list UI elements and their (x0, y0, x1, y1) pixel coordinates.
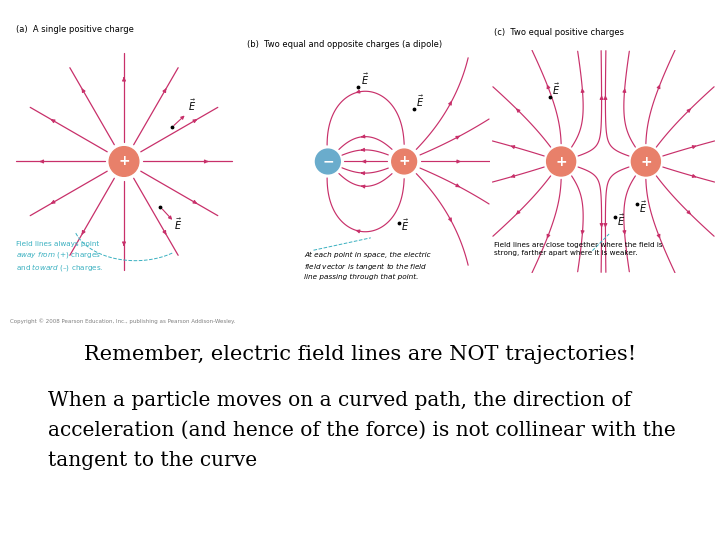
Text: (b)  Two equal and opposite charges (a dipole): (b) Two equal and opposite charges (a di… (247, 40, 442, 49)
Text: (c)  Two equal positive charges: (c) Two equal positive charges (494, 28, 624, 37)
Text: +: + (398, 154, 410, 168)
Text: (a)  A single positive charge: (a) A single positive charge (16, 25, 134, 34)
Text: +: + (640, 154, 652, 168)
Text: +: + (118, 154, 130, 168)
Text: $\vec{E}$: $\vec{E}$ (639, 199, 647, 215)
Text: At each point in space, the electric
field vector is $tangent$ to the field
line: At each point in space, the electric fie… (304, 252, 431, 280)
Text: Field lines are close together where the field is
strong, farther apart where it: Field lines are close together where the… (494, 242, 663, 255)
Circle shape (109, 147, 139, 177)
Text: $\vec{E}$: $\vec{E}$ (188, 98, 196, 113)
Circle shape (315, 149, 341, 174)
Text: acceleration (and hence of the force) is not collinear with the: acceleration (and hence of the force) is… (48, 421, 676, 440)
Text: Field lines always point
$away\ from$ (+) charges
and $toward$ (–) charges.: Field lines always point $away\ from$ (+… (16, 241, 103, 273)
Circle shape (392, 149, 417, 174)
Text: $\vec{E}$: $\vec{E}$ (415, 94, 424, 109)
Text: +: + (555, 154, 567, 168)
Circle shape (631, 147, 660, 176)
Text: When a particle moves on a curved path, the direction of: When a particle moves on a curved path, … (48, 390, 631, 409)
Circle shape (546, 147, 575, 176)
Text: tangent to the curve: tangent to the curve (48, 450, 257, 469)
Text: $\vec{E}$: $\vec{E}$ (174, 217, 182, 232)
Text: $\vec{E}$: $\vec{E}$ (361, 72, 369, 87)
Text: $\vec{E}$: $\vec{E}$ (552, 81, 560, 97)
Text: Remember, electric field lines are NOT trajectories!: Remember, electric field lines are NOT t… (84, 346, 636, 365)
Text: $\vec{E}$: $\vec{E}$ (617, 213, 625, 228)
Text: Copyright © 2008 Pearson Education, Inc., publishing as Pearson Addison-Wesley.: Copyright © 2008 Pearson Education, Inc.… (10, 318, 235, 323)
Text: $\vec{E}$: $\vec{E}$ (401, 218, 410, 233)
Text: −: − (322, 154, 333, 168)
